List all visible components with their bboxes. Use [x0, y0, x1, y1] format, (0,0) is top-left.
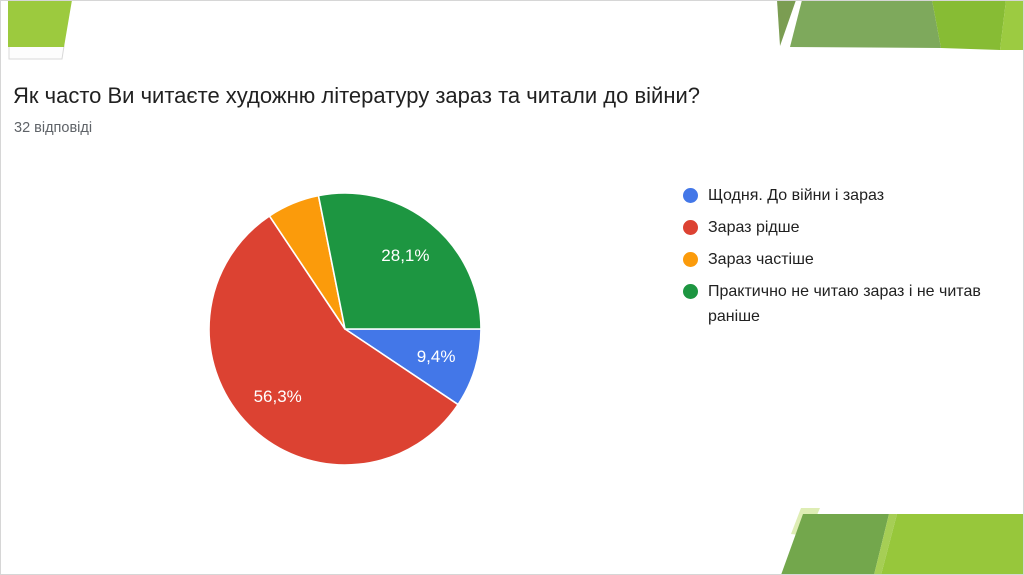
- pie-slice-2[interactable]: [208, 215, 459, 466]
- pie-slice-label: 56,3%: [254, 387, 302, 406]
- legend-color-dot: [683, 252, 698, 267]
- decor-top-right-bright-shape: [932, 0, 1006, 50]
- decor-bottom-right-pale-shape: [791, 508, 820, 536]
- legend-color-dot: [683, 220, 698, 235]
- legend-color-dot: [683, 188, 698, 203]
- legend-color-dot: [683, 284, 698, 299]
- question-title: Як часто Ви читаєте художню літературу з…: [13, 83, 701, 108]
- legend-item-label: Зараз рідше: [708, 219, 800, 236]
- decor-top-right-sliver-shape: [777, 0, 796, 46]
- decor-top-left-shape: [8, 0, 72, 47]
- pie-chart: 9,4% 56,3% 28,1%: [208, 192, 482, 466]
- decor-bottom-right-stripe-shape: [874, 514, 897, 575]
- legend-item-label: Щодня. До війни і зараз: [708, 187, 885, 204]
- responses-count: 32 відповіді: [14, 120, 93, 136]
- pie-slice-1[interactable]: [344, 328, 482, 406]
- decor-top-left-underlay-shape: [8, 45, 65, 60]
- legend-item: Практично не читаю зараз і не читав рані…: [683, 279, 1005, 329]
- legend-item-label: Практично не читаю зараз і не читав рані…: [708, 283, 981, 325]
- decor-top-right-main-shape: [790, 0, 941, 48]
- legend-item: Зараз частіше: [683, 247, 1005, 272]
- legend-item: Зараз рідше: [683, 215, 1005, 240]
- pie-slice-label: 28,1%: [381, 246, 429, 265]
- decor-bottom-right-bright-shape: [881, 514, 1024, 575]
- chart-legend: Щодня. До війни і зараз Зараз рідше Зара…: [683, 183, 1005, 336]
- legend-item: Щодня. До війни і зараз: [683, 183, 1005, 208]
- decor-top-right-light-shape: [1000, 0, 1024, 50]
- legend-item-label: Зараз частіше: [708, 251, 814, 268]
- decor-bottom-right-main-shape: [781, 514, 889, 575]
- pie-slice-label: 9,4%: [417, 347, 456, 366]
- pie-slice-4[interactable]: [317, 192, 482, 330]
